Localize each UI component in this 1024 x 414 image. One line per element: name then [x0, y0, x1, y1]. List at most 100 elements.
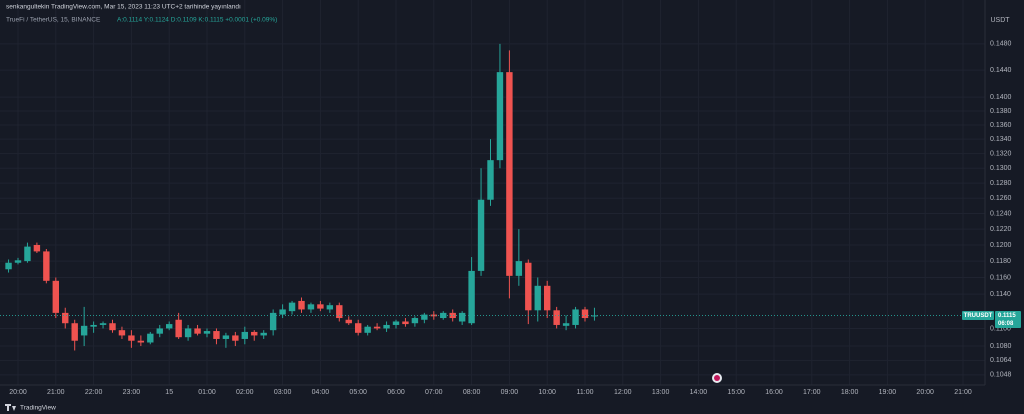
- candle-body: [562, 323, 570, 326]
- symbol-legend: TrueFi / TetherUS, 15, BINANCE: [6, 17, 101, 24]
- event-icon-dot[interactable]: [714, 375, 720, 381]
- x-tick-label: 08:00: [463, 389, 481, 396]
- y-tick-label: 0.1380: [990, 108, 1012, 115]
- x-tick-label: 18:00: [841, 389, 859, 396]
- x-tick-label: 03:00: [274, 389, 292, 396]
- candle-body: [147, 333, 154, 343]
- symbol-tag: TRUUSDT: [964, 313, 993, 319]
- x-tick-label: 21:00: [47, 389, 65, 396]
- candle-body: [534, 285, 541, 311]
- y-tick-label: 0.1180: [990, 258, 1011, 265]
- x-tick-label: 01:00: [198, 389, 216, 396]
- candle-body: [222, 335, 230, 339]
- candle-body: [496, 72, 504, 161]
- candle-body: [260, 332, 267, 336]
- candle-body: [326, 305, 334, 310]
- y-tick-label: 0.1360: [990, 122, 1012, 129]
- event-icon[interactable]: [712, 373, 722, 383]
- candle-body: [52, 280, 59, 313]
- x-tick-label: 20:00: [9, 389, 27, 396]
- candle-body: [99, 323, 107, 325]
- price-axis-unit: USDT: [990, 17, 1010, 24]
- symbol-tag-bg: [962, 310, 994, 320]
- candle-body: [128, 335, 135, 341]
- plot: [0, 43, 962, 351]
- candle-body: [109, 323, 116, 331]
- y-tick-label: 0.1200: [990, 242, 1012, 249]
- candle-body: [440, 312, 447, 319]
- y-tick-label: 0.1480: [990, 41, 1012, 48]
- candle-body: [118, 330, 126, 336]
- candle-body: [373, 326, 381, 329]
- x-tick-label: 14:00: [690, 389, 708, 396]
- x-tick-label: 07:00: [425, 389, 443, 396]
- candle-body: [345, 319, 352, 324]
- candle-body: [591, 315, 598, 317]
- candle-body: [525, 262, 532, 311]
- x-tick-label: 13:00: [652, 389, 670, 396]
- footer-logo[interactable]: TradingView: [5, 404, 56, 412]
- y-tick-label: 0.1220: [990, 226, 1012, 233]
- x-tick-label: 12:00: [614, 389, 632, 396]
- y-tick-label: 0.1260: [990, 195, 1012, 202]
- candle-body: [184, 328, 192, 338]
- candle-body: [213, 331, 220, 339]
- candle-body: [553, 310, 560, 325]
- candle-body: [90, 324, 97, 327]
- price-tag: 0.1115: [998, 313, 1016, 319]
- candle-body: [572, 309, 579, 325]
- candle-body: [317, 304, 324, 309]
- footer-brand[interactable]: TradingView: [20, 405, 56, 412]
- y-tick-label: 0.1140: [990, 291, 1011, 298]
- candle-body: [477, 199, 485, 271]
- y-tick-label: 0.1048: [990, 372, 1012, 379]
- x-tick-label: 16:00: [765, 389, 783, 396]
- price-tag-bg: [995, 310, 1021, 328]
- logo-mark[interactable]: [5, 404, 16, 411]
- x-tick-label: 10:00: [538, 389, 556, 396]
- candle-body: [430, 314, 437, 317]
- y-tick-label: 0.1240: [990, 210, 1012, 217]
- candle-body: [232, 335, 239, 341]
- x-tick-label: 05:00: [349, 389, 367, 396]
- candle-body: [506, 72, 513, 276]
- x-tick-label: 17:00: [803, 389, 821, 396]
- candle-body: [392, 321, 400, 325]
- ohlc-legend: A:0.1114 Y:0.1124 D:0.1109 K:0.1115 +0.0…: [117, 17, 277, 24]
- candle-body: [383, 324, 390, 329]
- y-tick-label: 0.1320: [990, 150, 1012, 157]
- candle-body: [5, 262, 12, 270]
- x-tick-label: 09:00: [501, 389, 519, 396]
- x-tick-label: 20:00: [916, 389, 934, 396]
- candle-body: [411, 318, 419, 324]
- candle-body: [279, 309, 286, 315]
- candle-body: [71, 323, 78, 341]
- candle-body: [355, 323, 362, 333]
- x-tick-label: 23:00: [123, 389, 141, 396]
- y-tick-label: 0.1160: [990, 274, 1011, 281]
- y-tick-label: 0.1300: [990, 165, 1012, 172]
- y-tick-label: 0.1440: [990, 67, 1012, 74]
- candle-body: [14, 260, 22, 263]
- candle-body: [62, 312, 69, 324]
- candle-body: [194, 328, 201, 334]
- x-tick-label: 06:00: [387, 389, 405, 396]
- candle-body: [402, 321, 409, 325]
- candle-body: [80, 325, 88, 336]
- x-tick-label: 15: [165, 389, 173, 396]
- candle-body: [544, 285, 551, 311]
- candle-body: [288, 302, 296, 312]
- candle-body: [487, 160, 494, 200]
- candle-body: [336, 305, 343, 319]
- candle-body: [364, 326, 371, 333]
- candle-body: [468, 270, 475, 324]
- y-tick-label: 0.1340: [990, 136, 1012, 143]
- attribution: senkangultekin TradingView.com, Mar 15, …: [6, 4, 241, 11]
- x-tick-label: 19:00: [879, 389, 897, 396]
- x-tick-label: 21:00: [954, 389, 972, 396]
- candle-body: [24, 246, 31, 262]
- candle-body: [175, 319, 182, 338]
- candle-body: [241, 331, 248, 339]
- candle-body: [251, 331, 258, 336]
- candle-body: [307, 304, 315, 310]
